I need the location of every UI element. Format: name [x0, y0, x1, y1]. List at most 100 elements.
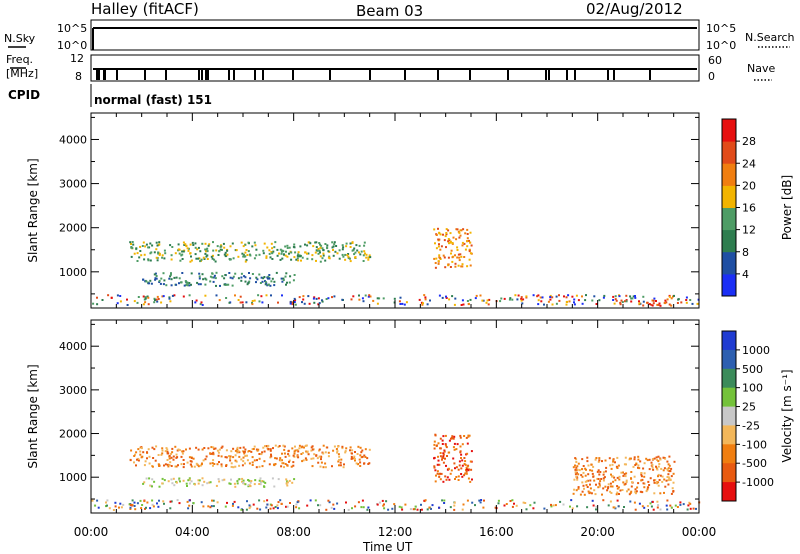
- range-cell: [242, 482, 244, 484]
- range-cell: [442, 254, 445, 257]
- range-cell: [153, 251, 156, 254]
- range-cell: [182, 466, 185, 469]
- colorbar-tick-label: -100: [742, 438, 767, 451]
- cpid-value: normal (fast) 151: [94, 93, 212, 107]
- range-cell: [630, 477, 633, 480]
- range-cell: [144, 507, 146, 510]
- range-cell: [463, 463, 466, 465]
- range-cell: [172, 458, 175, 461]
- range-cell: [634, 464, 637, 466]
- range-cell: [631, 481, 633, 484]
- range-cell: [464, 248, 467, 251]
- range-cell: [336, 502, 339, 505]
- range-cell: [188, 499, 191, 502]
- range-cell: [177, 464, 179, 467]
- range-cell: [621, 489, 624, 491]
- range-cell: [290, 465, 293, 468]
- range-cell: [667, 479, 670, 482]
- nsearch-label: N.Search: [745, 31, 795, 44]
- noise-strip-frame: [90, 19, 700, 51]
- range-cell: [284, 254, 287, 257]
- range-cell: [161, 452, 164, 455]
- range-cell: [328, 501, 331, 504]
- range-cell: [603, 476, 606, 479]
- range-cell: [453, 501, 456, 504]
- range-cell: [182, 479, 185, 482]
- range-cell: [288, 460, 290, 463]
- range-cell: [438, 473, 441, 476]
- range-cell: [274, 241, 277, 244]
- range-cell: [249, 254, 252, 257]
- range-cell: [458, 464, 461, 467]
- range-cell: [667, 467, 670, 470]
- range-cell: [151, 465, 154, 468]
- range-cell: [342, 246, 345, 249]
- range-cell: [577, 299, 580, 302]
- range-cell: [361, 297, 364, 300]
- range-cell: [401, 508, 404, 511]
- range-cell: [244, 260, 247, 263]
- range-cell: [571, 295, 574, 298]
- range-cell: [316, 249, 319, 252]
- range-cell: [285, 272, 288, 275]
- range-cell: [178, 478, 180, 481]
- range-cell: [171, 482, 174, 485]
- range-cell: [321, 247, 324, 250]
- range-cell: [173, 484, 176, 487]
- range-cell: [224, 255, 227, 258]
- range-cell: [341, 244, 344, 247]
- range-cell: [144, 245, 147, 248]
- range-cell: [598, 457, 601, 460]
- range-cell: [280, 250, 283, 253]
- range-cell: [662, 456, 665, 459]
- range-cell: [664, 457, 667, 460]
- range-cell: [167, 465, 170, 468]
- range-cell: [400, 506, 403, 509]
- range-cell: [368, 462, 371, 465]
- range-cell: [233, 500, 236, 503]
- range-cell: [448, 242, 450, 245]
- range-cell: [649, 477, 652, 480]
- range-cell: [664, 299, 667, 302]
- range-cell: [284, 245, 287, 248]
- range-cell: [96, 499, 99, 502]
- range-cell: [206, 258, 209, 260]
- range-cell: [466, 468, 468, 471]
- range-cell: [404, 503, 407, 506]
- range-cell: [345, 242, 348, 245]
- range-cell: [118, 506, 120, 509]
- range-cell: [273, 485, 276, 488]
- range-cell: [286, 505, 289, 508]
- range-cell: [246, 283, 249, 286]
- range-cell: [269, 256, 272, 259]
- range-cell: [438, 294, 441, 297]
- range-cell: [581, 458, 584, 461]
- range-cell: [456, 246, 459, 249]
- range-cell: [130, 449, 133, 452]
- range-cell: [635, 492, 637, 495]
- range-cell: [447, 238, 450, 240]
- range-cell: [101, 299, 104, 301]
- range-cell: [265, 506, 268, 509]
- date-title: 02/Aug/2012: [586, 0, 683, 18]
- range-cell: [261, 465, 264, 468]
- range-cell: [376, 297, 379, 300]
- range-cell: [435, 234, 438, 236]
- range-cell: [669, 479, 672, 481]
- range-cell: [240, 508, 243, 511]
- range-cell: [139, 250, 142, 252]
- range-cell: [659, 508, 662, 511]
- range-cell: [315, 259, 317, 262]
- range-cell: [306, 450, 309, 453]
- range-cell: [445, 444, 447, 447]
- range-cell: [285, 505, 287, 508]
- range-cell: [652, 299, 655, 302]
- range-cell: [338, 249, 341, 252]
- range-cell: [229, 258, 231, 261]
- range-cell: [349, 246, 352, 248]
- range-cell: [305, 450, 308, 453]
- range-cell: [213, 463, 216, 465]
- range-cell: [602, 479, 605, 482]
- range-cell: [155, 298, 158, 301]
- range-cell: [348, 257, 351, 260]
